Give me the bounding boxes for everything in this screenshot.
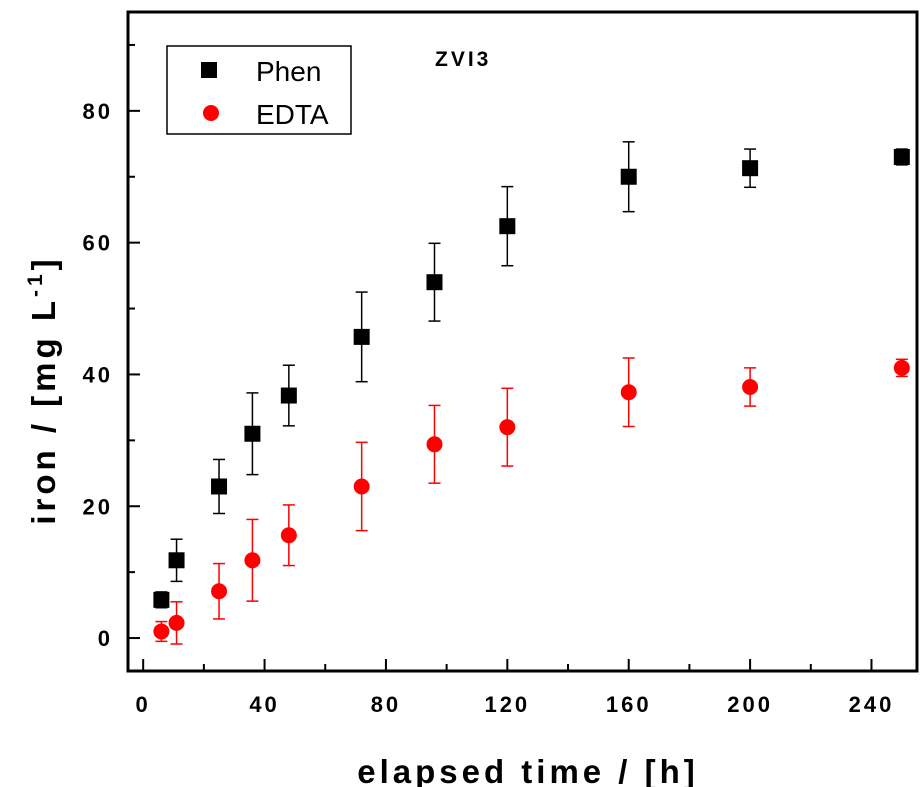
error-bars-layer xyxy=(155,141,908,645)
y-tick-label: 60 xyxy=(83,231,113,256)
markers-layer xyxy=(153,148,910,640)
ticks-layer xyxy=(128,43,873,671)
phen-point xyxy=(280,387,297,404)
legend-box xyxy=(166,45,352,135)
edta-point xyxy=(742,378,759,395)
edta-point xyxy=(168,614,185,631)
edta-point xyxy=(426,436,443,453)
x-axis-title: elapsed time / [h] xyxy=(357,753,699,787)
legend-label-edta: EDTA xyxy=(256,99,329,130)
phen-point xyxy=(353,328,370,345)
edta-point xyxy=(153,623,170,640)
y-tick-label: 20 xyxy=(83,494,113,519)
phen-point xyxy=(244,425,261,442)
y-tick-label: 0 xyxy=(98,626,113,651)
x-tick-label: 0 xyxy=(136,692,151,717)
edta-point xyxy=(280,527,297,544)
edta-point xyxy=(244,552,261,569)
edta-point xyxy=(620,384,637,401)
x-tick-label: 240 xyxy=(849,692,895,717)
phen-point xyxy=(168,552,185,569)
legend: Phen EDTA xyxy=(166,45,352,135)
y-axis-title-close: ] xyxy=(25,255,62,270)
x-tick-label: 80 xyxy=(371,692,401,717)
x-tick-label: 40 xyxy=(249,692,279,717)
y-axis-title: iron / [mg L-1] xyxy=(24,255,62,524)
phen-point xyxy=(893,148,910,165)
phen-point xyxy=(426,274,443,291)
x-tick-label: 160 xyxy=(606,692,652,717)
edta-point xyxy=(499,419,516,436)
y-axis-title-superscript: -1 xyxy=(24,270,47,297)
plot-frame xyxy=(126,10,919,673)
edta-point xyxy=(893,359,910,376)
y-tick-label: 40 xyxy=(83,362,113,387)
legend-marker-edta xyxy=(203,105,219,121)
legend-marker-phen xyxy=(201,62,217,78)
phen-point xyxy=(742,160,759,177)
phen-point xyxy=(153,591,170,608)
annotation-label: ZVI3 xyxy=(435,48,491,71)
edta-point xyxy=(211,583,228,600)
y-axis-title-main: iron / [mg L xyxy=(25,297,62,525)
phen-point xyxy=(620,168,637,185)
phen-point xyxy=(211,478,228,495)
x-tick-labels: 0 40 80 120 160 200 240 xyxy=(136,692,895,717)
edta-point xyxy=(353,478,370,495)
x-tick-label: 200 xyxy=(727,692,773,717)
y-tick-label: 80 xyxy=(83,99,113,124)
y-tick-labels: 0 20 40 60 80 xyxy=(83,99,113,651)
legend-label-phen: Phen xyxy=(256,56,321,87)
x-tick-label: 120 xyxy=(484,692,530,717)
phen-point xyxy=(499,218,516,235)
